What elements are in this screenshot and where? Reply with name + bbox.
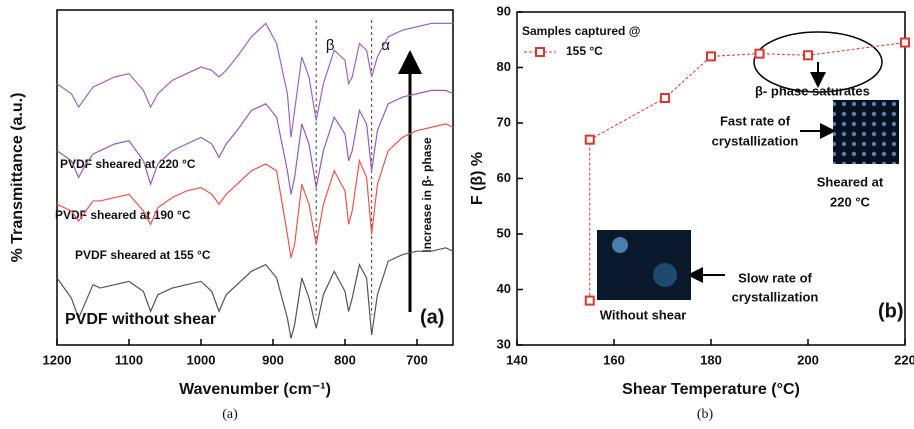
y-tick-label: 80 bbox=[497, 59, 511, 74]
series-label: PVDF without shear bbox=[65, 311, 216, 328]
series-line bbox=[56, 123, 454, 259]
x-tick-label: 160 bbox=[603, 352, 625, 367]
x-tick-label: 900 bbox=[262, 352, 284, 367]
series-line bbox=[56, 22, 453, 138]
x-tick-label: 200 bbox=[797, 352, 819, 367]
x-tick-label: 180 bbox=[700, 352, 722, 367]
legend-marker bbox=[535, 47, 545, 57]
point-marker bbox=[706, 51, 716, 62]
annotation: crystallization bbox=[712, 133, 799, 148]
x-axis-label: Wavenumber (cm⁻¹) bbox=[179, 381, 331, 398]
legend-label: 155 °C bbox=[566, 44, 603, 58]
y-tick-label: 40 bbox=[497, 281, 511, 296]
micrograph bbox=[612, 237, 628, 253]
micrograph bbox=[597, 230, 691, 300]
annotation: Sheared at bbox=[817, 174, 884, 189]
point-marker bbox=[803, 50, 813, 61]
panel-label: (a) bbox=[420, 306, 444, 328]
y-tick-label: 70 bbox=[497, 114, 511, 129]
x-tick-label: 700 bbox=[406, 352, 428, 367]
caption: (a) bbox=[222, 407, 238, 422]
y-tick-label: 60 bbox=[497, 170, 511, 185]
arrow-label: Increase in β- phase bbox=[420, 137, 434, 253]
plot-frame bbox=[56, 9, 454, 346]
annotation: crystallization bbox=[732, 289, 819, 304]
series-line bbox=[56, 247, 454, 339]
micrograph bbox=[833, 100, 899, 164]
reference-label: β bbox=[326, 37, 335, 54]
series-line bbox=[56, 89, 454, 195]
point-marker bbox=[754, 48, 765, 59]
series-label: PVDF sheared at 220 °C bbox=[60, 157, 196, 171]
panel-label: (b) bbox=[878, 300, 904, 322]
annotation: Slow rate of bbox=[738, 270, 812, 285]
x-tick-label: 1000 bbox=[187, 352, 216, 367]
legend-title: Samples captured @ bbox=[522, 24, 640, 38]
x-tick-label: 140 bbox=[506, 352, 528, 367]
x-tick-label: 800 bbox=[334, 352, 356, 367]
reference-label: α bbox=[381, 37, 390, 54]
series-label: PVDF sheared at 155 °C bbox=[75, 248, 211, 262]
annotation: Without shear bbox=[600, 307, 687, 322]
micrograph bbox=[653, 263, 677, 287]
point-marker bbox=[584, 295, 595, 306]
x-tick-label: 1100 bbox=[115, 352, 143, 367]
x-tick-label: 1200 bbox=[43, 352, 72, 367]
point-marker bbox=[900, 37, 910, 48]
x-axis-label: Shear Temperature (°C) bbox=[622, 381, 800, 398]
caption: (b) bbox=[697, 407, 714, 422]
annotation: β- phase saturates bbox=[755, 83, 870, 98]
y-axis-label: % Transmittance (a.u.) bbox=[9, 93, 26, 263]
y-axis-label: F (β) % bbox=[469, 152, 486, 205]
point-marker bbox=[659, 93, 670, 104]
y-tick-label: 30 bbox=[497, 336, 511, 351]
x-tick-label: 220 bbox=[894, 352, 914, 367]
y-tick-label: 90 bbox=[497, 3, 511, 18]
series-label: PVDF sheared at 190 °C bbox=[55, 208, 191, 222]
point-marker bbox=[584, 134, 595, 145]
y-tick-label: 50 bbox=[497, 225, 511, 240]
highlight-ellipse bbox=[753, 31, 883, 93]
annotation: Fast rate of bbox=[720, 113, 791, 128]
annotation: 220 °C bbox=[830, 194, 871, 209]
